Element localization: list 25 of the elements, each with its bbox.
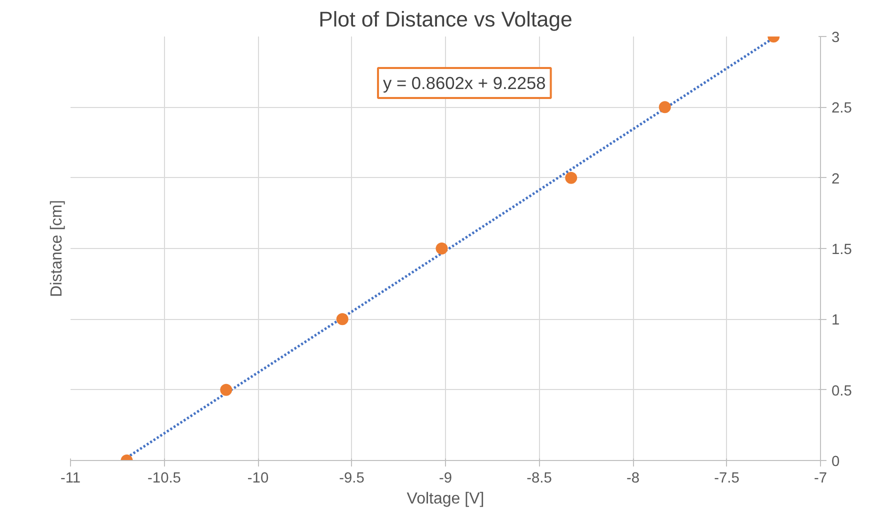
x-tick-label: -9: [438, 470, 452, 486]
x-axis-title: Voltage [V]: [406, 490, 484, 508]
annotation: y = 0.8602x + 9.2258: [383, 72, 546, 93]
point: [336, 313, 348, 326]
y-tick-label: 2.5: [832, 100, 852, 117]
point: [220, 384, 232, 396]
x-tick-label: -9.5: [339, 470, 364, 486]
y-tick-label: 3: [832, 30, 840, 46]
point: [436, 242, 448, 254]
x-tick-label: -8.5: [526, 470, 552, 486]
y-tick-label: 0.5: [832, 383, 852, 400]
x-tick-label: -7: [814, 470, 828, 486]
x-tick-label: -11: [60, 470, 81, 486]
x-tick-label: -7.5: [714, 470, 740, 486]
chart-title: Plot of Distance vs Voltage: [318, 8, 572, 32]
y-tick-label: 1: [832, 312, 840, 329]
y-tick-label: 2: [832, 171, 840, 188]
y-tick-label: 1.5: [832, 242, 852, 258]
point: [565, 172, 578, 184]
point: [658, 101, 671, 114]
x-tick-label: -8: [626, 470, 640, 486]
x-tick-label: -10.5: [148, 470, 181, 486]
y-axis-title: Distance [cm]: [48, 200, 66, 297]
x-tick-label: -10: [247, 470, 269, 486]
y-tick-label: 0: [832, 454, 840, 470]
